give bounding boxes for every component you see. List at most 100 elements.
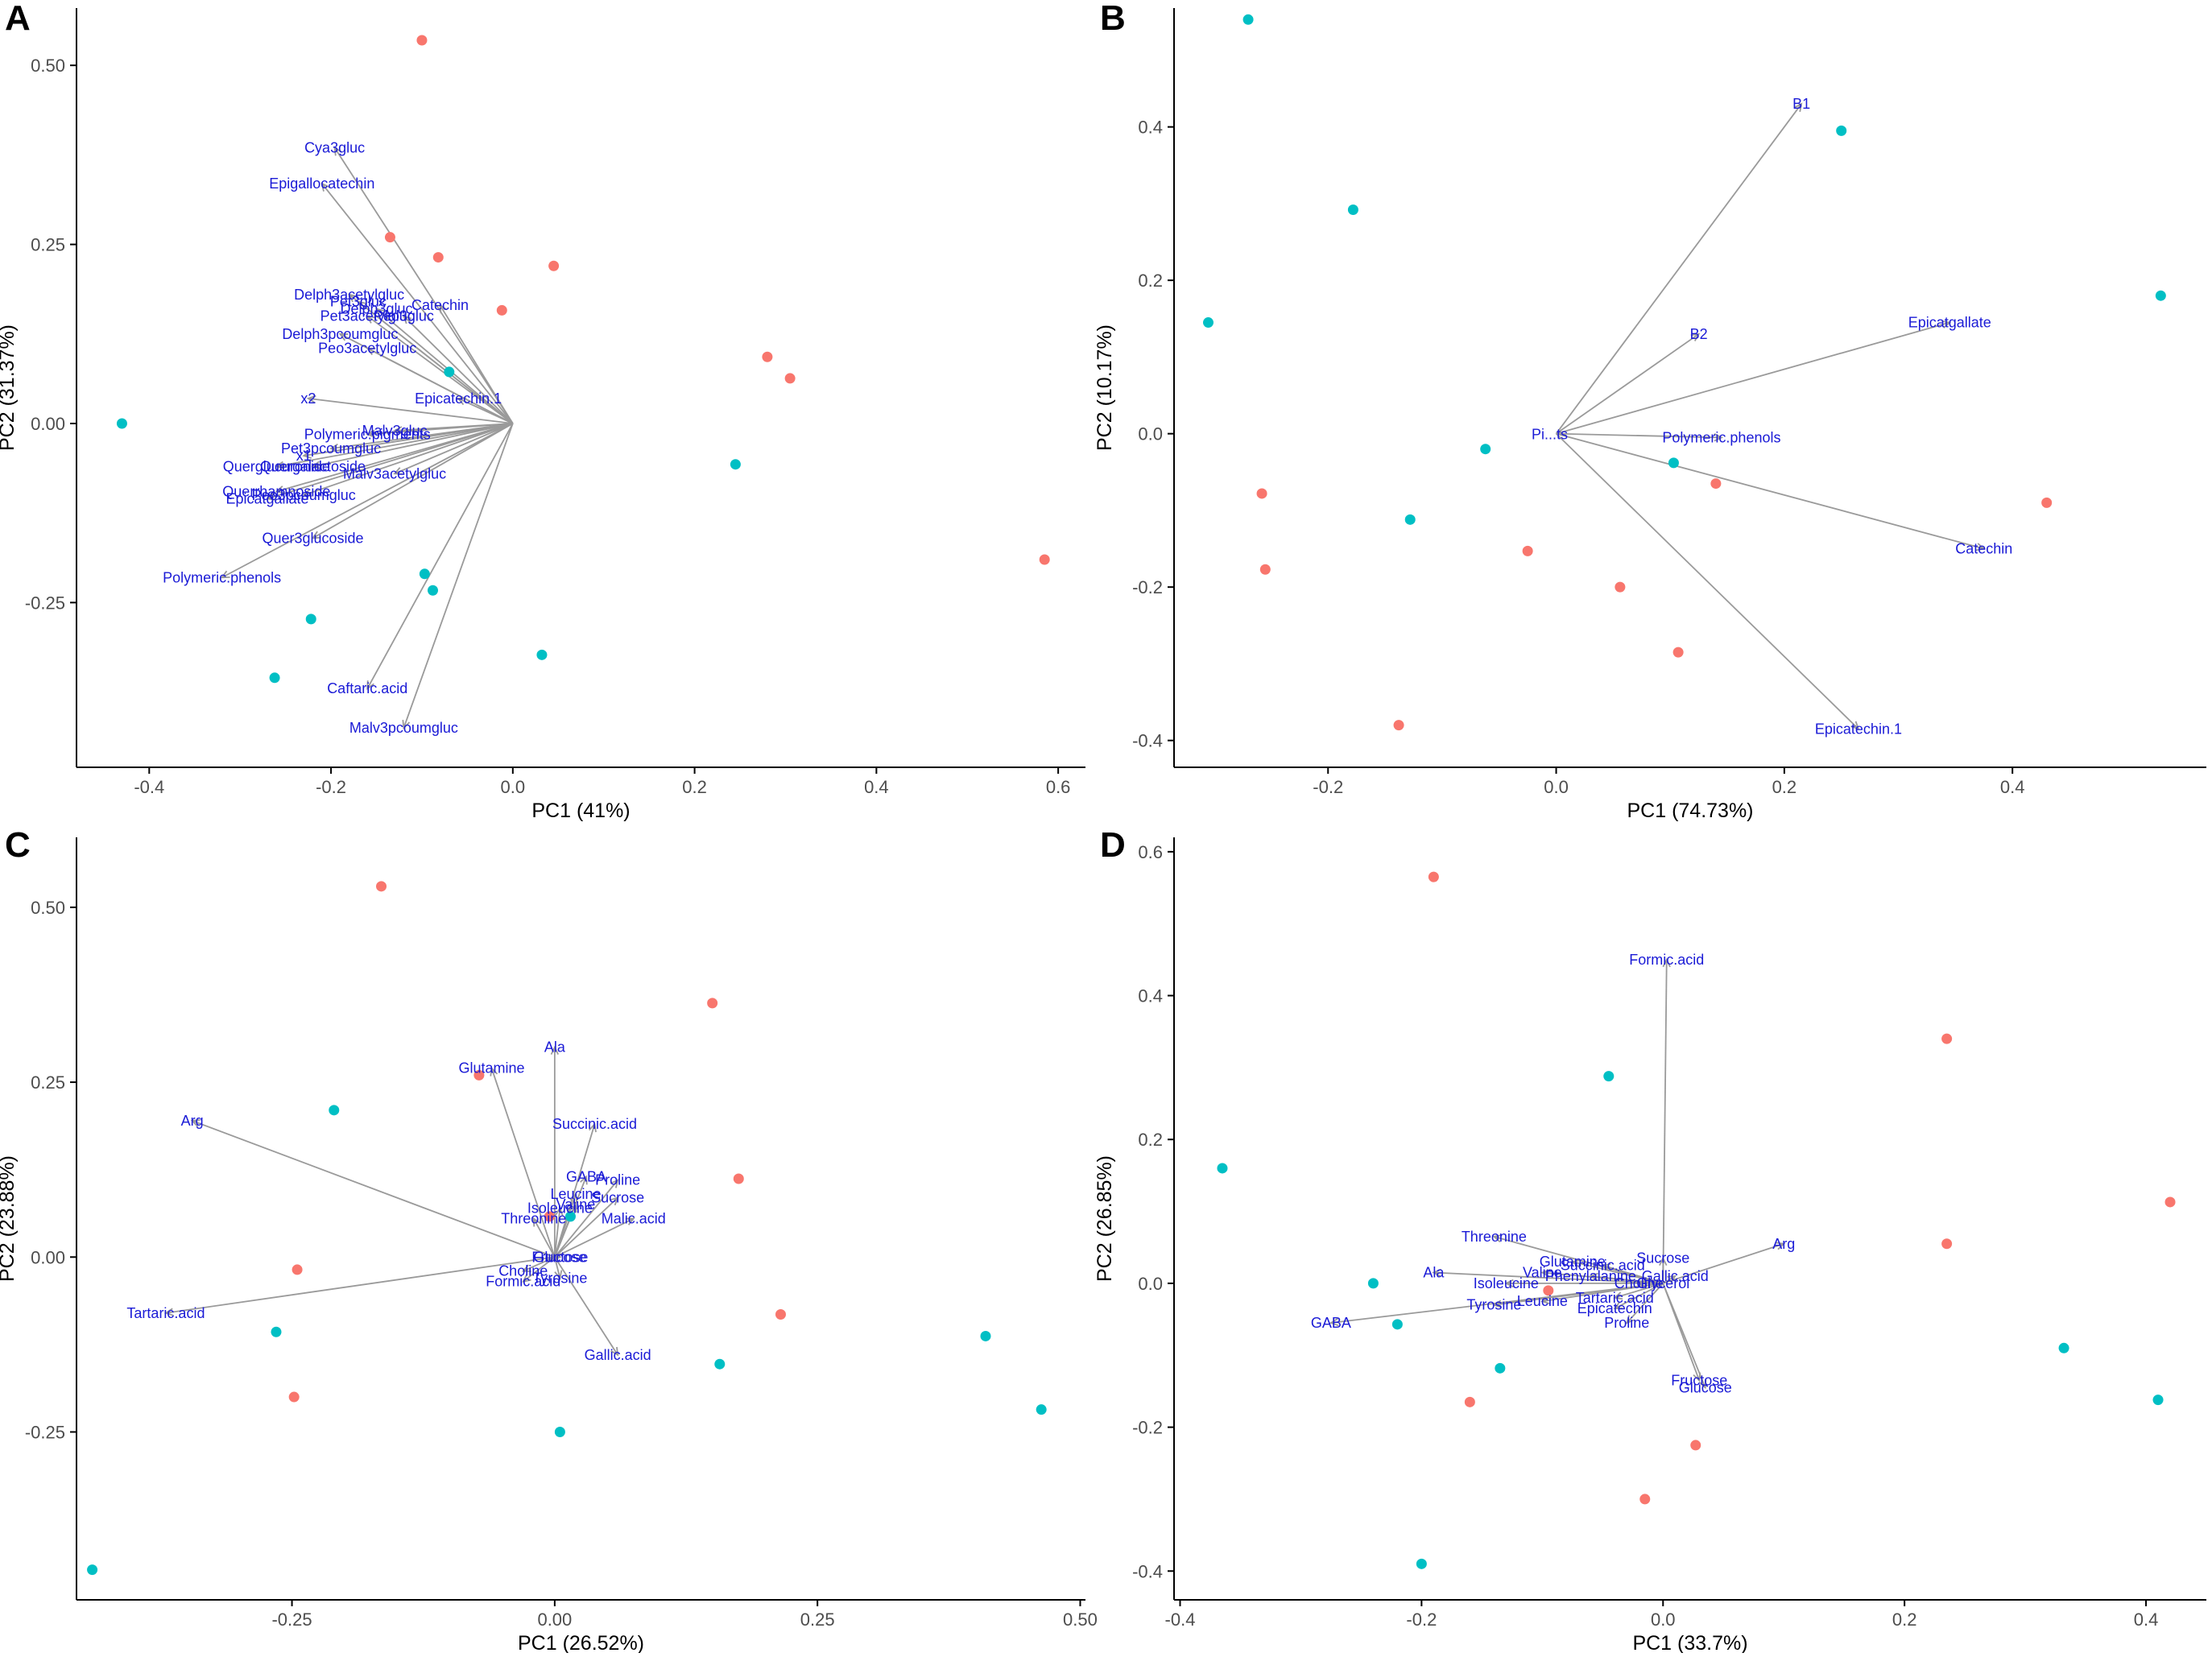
loading-label-epicatgallate: Epicatgallate	[226, 490, 309, 506]
point-red	[1710, 478, 1722, 490]
arrow-head	[1690, 333, 1701, 341]
x-tick-label: -0.4	[1165, 1609, 1196, 1630]
arrow-head	[555, 1206, 564, 1217]
point-teal	[1603, 1071, 1615, 1082]
point-teal	[2058, 1342, 2069, 1353]
point-red	[1464, 1396, 1475, 1407]
arrow-head	[374, 308, 385, 317]
loading-label-delph3gluc: Delph3gluc	[340, 301, 412, 317]
loading-label-ala: Ala	[1423, 1265, 1445, 1281]
y-tick-label: 0.4	[1138, 986, 1163, 1006]
arrow-head	[311, 531, 321, 539]
loading-label-querglucuronide: Querglucuronide	[223, 458, 330, 474]
x-tick-label: 0.0	[501, 777, 526, 797]
loading-label-quergalactoside: Quergalactoside	[260, 458, 366, 474]
loading-label-glycerol: Glycerol	[1636, 1275, 1689, 1291]
point-red	[1941, 1238, 1953, 1250]
x-tick-label: 0.50	[1063, 1609, 1098, 1630]
panel-letter-c: C	[5, 825, 31, 865]
x-tick-label: 0.25	[800, 1609, 835, 1630]
y-tick-label: 0.50	[31, 56, 65, 76]
x-tick-label: -0.2	[316, 777, 346, 797]
loading-arrow-arg	[1662, 1242, 1784, 1284]
point-red	[432, 252, 444, 263]
y-tick-label: -0.2	[1132, 1418, 1163, 1438]
loading-arrow-proline	[554, 1180, 618, 1258]
loading-arrow-peo3gluc	[403, 315, 514, 424]
point-red	[2041, 497, 2053, 508]
arrow-head	[439, 304, 448, 314]
loading-label-formic-acid: Formic.acid	[486, 1274, 560, 1290]
point-red	[384, 232, 395, 243]
loading-label-glutamine: Glutamine	[1540, 1254, 1606, 1270]
arrow-head	[366, 429, 375, 438]
point-teal	[116, 418, 127, 429]
y-tick-label: -0.25	[25, 593, 65, 613]
loading-label-fructose: Fructose	[1671, 1373, 1727, 1389]
point-red	[473, 1069, 485, 1081]
y-tick-label: 0.2	[1138, 1130, 1163, 1150]
loading-label-epicatgallate: Epicatgallate	[1908, 315, 1991, 331]
panel-b: -0.2 0.0 0.2 0.4 -0.4 -0.2 0.0 0.2 0.4 PC1 (74.73…	[1094, 8, 2206, 822]
loading-arrow-pet3acetylgluc	[366, 315, 514, 424]
point-teal	[564, 1211, 576, 1222]
loading-label-choline: Choline	[1615, 1275, 1664, 1291]
y-tick-label: -0.4	[1132, 1561, 1163, 1581]
point-teal	[1367, 1278, 1379, 1289]
loading-label-peo3pcoumgluc: Peo3pcoumgluc	[252, 487, 356, 503]
arrow-head	[1589, 1272, 1598, 1281]
x-tick-label: 0.2	[682, 777, 707, 797]
loading-label-threonine: Threonine	[1462, 1229, 1527, 1245]
point-red	[288, 1391, 300, 1403]
arrow-head	[1432, 1268, 1441, 1278]
arrow-head	[266, 492, 276, 501]
loading-arrow-cya3gluc	[333, 147, 514, 424]
arrow-head	[402, 315, 412, 324]
point-red	[1522, 545, 1533, 556]
x-tick-label: 0.0	[1651, 1609, 1676, 1630]
y-tick-label: 0.00	[31, 1247, 65, 1267]
loading-arrow-ala	[1433, 1271, 1664, 1284]
loading-arrow-epigallocatechin	[321, 183, 514, 424]
point-red	[1259, 564, 1271, 575]
loading-label-gallic-acid: Gallic.acid	[585, 1347, 651, 1363]
loading-label-arg: Arg	[181, 1113, 204, 1129]
arrow-head	[610, 1196, 619, 1206]
loading-label-querrhamnoside: Querrhamnoside	[222, 483, 330, 499]
loading-label-succinic-acid: Succinic.acid	[552, 1116, 637, 1132]
point-teal	[554, 1426, 565, 1437]
loading-arrow-threonine	[532, 1218, 556, 1258]
point-teal	[1036, 1404, 1047, 1415]
panel-letter-d: D	[1100, 825, 1126, 865]
point-red	[1543, 1285, 1554, 1296]
loading-label-threonine: Threonine	[501, 1211, 566, 1227]
y-tick-label: -0.4	[1132, 731, 1163, 751]
loading-label-phenylalanine: Phenylalanine	[1545, 1268, 1636, 1284]
loading-label-polymeric-phenols: Polymeric.phenols	[163, 569, 281, 585]
arrow-head	[306, 395, 316, 404]
x-tick-label: 0.4	[864, 777, 889, 797]
loading-label-peo3gluc: Peo3gluc	[374, 308, 434, 324]
arrow-head	[1776, 1242, 1786, 1250]
point-red	[733, 1173, 744, 1184]
loading-label-x1: x1	[296, 448, 312, 464]
arrow-head	[320, 182, 330, 192]
y-tick-label: 0.25	[31, 235, 65, 255]
loading-label-epicatechin: Epicatechin	[1577, 1300, 1652, 1316]
arrow-head	[163, 1308, 174, 1316]
loading-label-malv3acetylgluc: Malv3acetylgluc	[343, 465, 446, 481]
arrow-head	[569, 1192, 578, 1203]
x-tick-label: 0.0	[1544, 777, 1569, 797]
loading-label-pet3acetylgluc: Pet3acetylgluc	[320, 308, 415, 324]
cluster-label: Pi...ts	[1532, 427, 1568, 443]
loading-arrow-tartaric-acid	[1615, 1283, 1664, 1299]
loading-label-isoleucine: Isoleucine	[527, 1200, 593, 1216]
loading-arrow-quer3glucoside	[312, 423, 514, 539]
x-tick-label: -0.2	[1313, 777, 1343, 797]
loading-label-malv3pcoumgluc: Malv3pcoumgluc	[349, 720, 458, 736]
y-axis-title: PC2 (26.85%)	[1094, 1155, 1116, 1282]
arrow-head	[1850, 721, 1860, 730]
point-red	[376, 881, 387, 892]
loading-label-ala: Ala	[544, 1039, 566, 1056]
